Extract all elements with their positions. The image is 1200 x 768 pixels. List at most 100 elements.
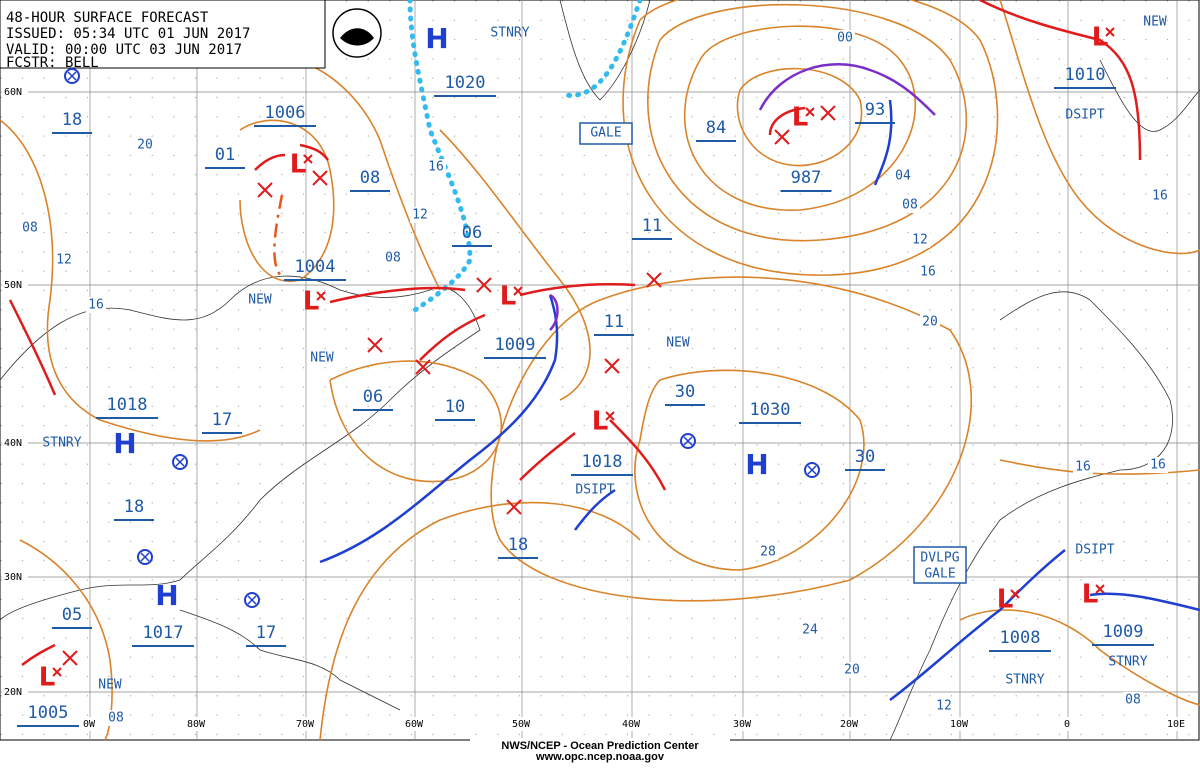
isobar-label: 16 [428, 160, 444, 175]
lon-label-bg [1161, 717, 1191, 731]
isobar-label-bg [1150, 188, 1170, 204]
pressure-label: 1017 [143, 623, 184, 643]
lon-label: 30W [733, 719, 752, 730]
position-marker-x [247, 595, 257, 605]
position-marker-x [807, 465, 817, 475]
pressure-label: 06 [363, 387, 383, 407]
pressure-label: 11 [604, 312, 624, 332]
isobar-label-bg [1148, 457, 1168, 473]
pressure-label: 08 [360, 168, 380, 188]
boxed-label: GALE [590, 126, 621, 141]
annotation: NEW [1143, 15, 1167, 30]
isobar-label: 16 [1152, 189, 1168, 204]
boxed-label: DVLPG [920, 551, 959, 566]
lon-label: 40W [622, 719, 641, 730]
position-marker [244, 592, 260, 608]
forecast-cross [604, 358, 620, 374]
lon-label-bg [506, 717, 536, 731]
header-line: ISSUED: 05:34 UTC 01 JUN 2017 [6, 26, 250, 42]
isobar-label-bg [410, 207, 430, 223]
lon-label-bg [290, 717, 320, 731]
position-marker [64, 68, 80, 84]
pressure-label: 1005 [28, 703, 69, 723]
dvlpg-box [913, 546, 967, 584]
isobar-label-bg [758, 544, 778, 560]
isobar-label: 08 [902, 198, 918, 213]
header-line: VALID: 00:00 UTC 03 JUN 2017 [6, 42, 242, 58]
header-line: FCSTR: BELL [6, 55, 99, 71]
low-center: L [592, 407, 609, 437]
isobar-label-bg [910, 232, 930, 248]
lon-label-bg [1052, 717, 1082, 731]
lon-label: 0 [1064, 719, 1070, 730]
low-center: L [500, 282, 517, 312]
pressure-label: 1018 [107, 395, 148, 415]
isobar-label-bg [893, 168, 913, 184]
pressure-label: 1030 [750, 400, 791, 420]
isobar-label: 08 [385, 251, 401, 266]
low-center: L [997, 585, 1014, 615]
lon-label-bg [181, 717, 211, 731]
isobar-label: 20 [922, 315, 938, 330]
footer-box [470, 738, 730, 764]
lon-label-bg [399, 717, 429, 731]
lon-label: 10E [1167, 719, 1185, 730]
isobar-label-bg [1073, 459, 1093, 475]
coastlines [0, 0, 1200, 741]
low-center: L [1082, 580, 1099, 610]
pressure-label: 05 [62, 605, 82, 625]
annotation: DSIPT [575, 483, 614, 498]
forecast-cross [506, 499, 522, 515]
isobar-label-bg [54, 252, 74, 268]
annotation: STNRY [42, 436, 81, 451]
lon-label: 50W [512, 719, 531, 730]
lon-label: 20W [840, 719, 859, 730]
pressure-label: 01 [215, 145, 235, 165]
pressure-label: 18 [62, 110, 82, 130]
pressure-label: 11 [642, 216, 662, 236]
position-marker-x [67, 71, 77, 81]
isobar-label: 16 [88, 298, 104, 313]
low-x [805, 107, 815, 117]
isobar-label: 04 [895, 169, 911, 184]
annotation: NEW [666, 336, 690, 351]
isobar-label-bg [920, 314, 940, 330]
lon-label: 80W [187, 719, 206, 730]
isobar-label: 12 [912, 233, 928, 248]
isobar-label-bg [426, 159, 446, 175]
lon-label-bg [74, 717, 104, 731]
lon-label-bg [616, 717, 646, 731]
lon-label-bg [727, 717, 757, 731]
annotation: DSIPT [1065, 108, 1104, 123]
lat-label-bg [2, 686, 28, 698]
footer-url: www.opc.ncep.noaa.gov [535, 751, 665, 763]
position-marker-x [140, 552, 150, 562]
lon-label: 60W [405, 719, 424, 730]
header-box [0, 0, 382, 69]
lat-label: 30N [4, 572, 22, 583]
isobar-label-bg [800, 622, 820, 638]
position-marker [172, 454, 188, 470]
isobar-label-bg [20, 220, 40, 236]
isobar-label: 16 [920, 265, 936, 280]
pressure-label: 84 [706, 118, 726, 138]
boxed-label: GALE [924, 567, 955, 582]
isobar-label: 24 [802, 623, 818, 638]
isobar-label-bg [106, 710, 126, 726]
gale-box [579, 122, 633, 145]
low-x [1095, 584, 1105, 594]
high-center: H [425, 22, 448, 55]
pressure-label: 1009 [495, 335, 536, 355]
isobar-label-bg [86, 297, 106, 313]
lat-label: 20N [4, 687, 22, 698]
lon-label-bg [834, 717, 864, 731]
lon-label: 0W [83, 719, 96, 730]
isobar-label-bg [835, 30, 855, 46]
isobar-label: 28 [760, 545, 776, 560]
low-x [52, 667, 62, 677]
isobars [0, 0, 1200, 741]
forecast-cross [312, 170, 328, 186]
isobar-label: 08 [22, 221, 38, 236]
isobar-label: 12 [56, 253, 72, 268]
